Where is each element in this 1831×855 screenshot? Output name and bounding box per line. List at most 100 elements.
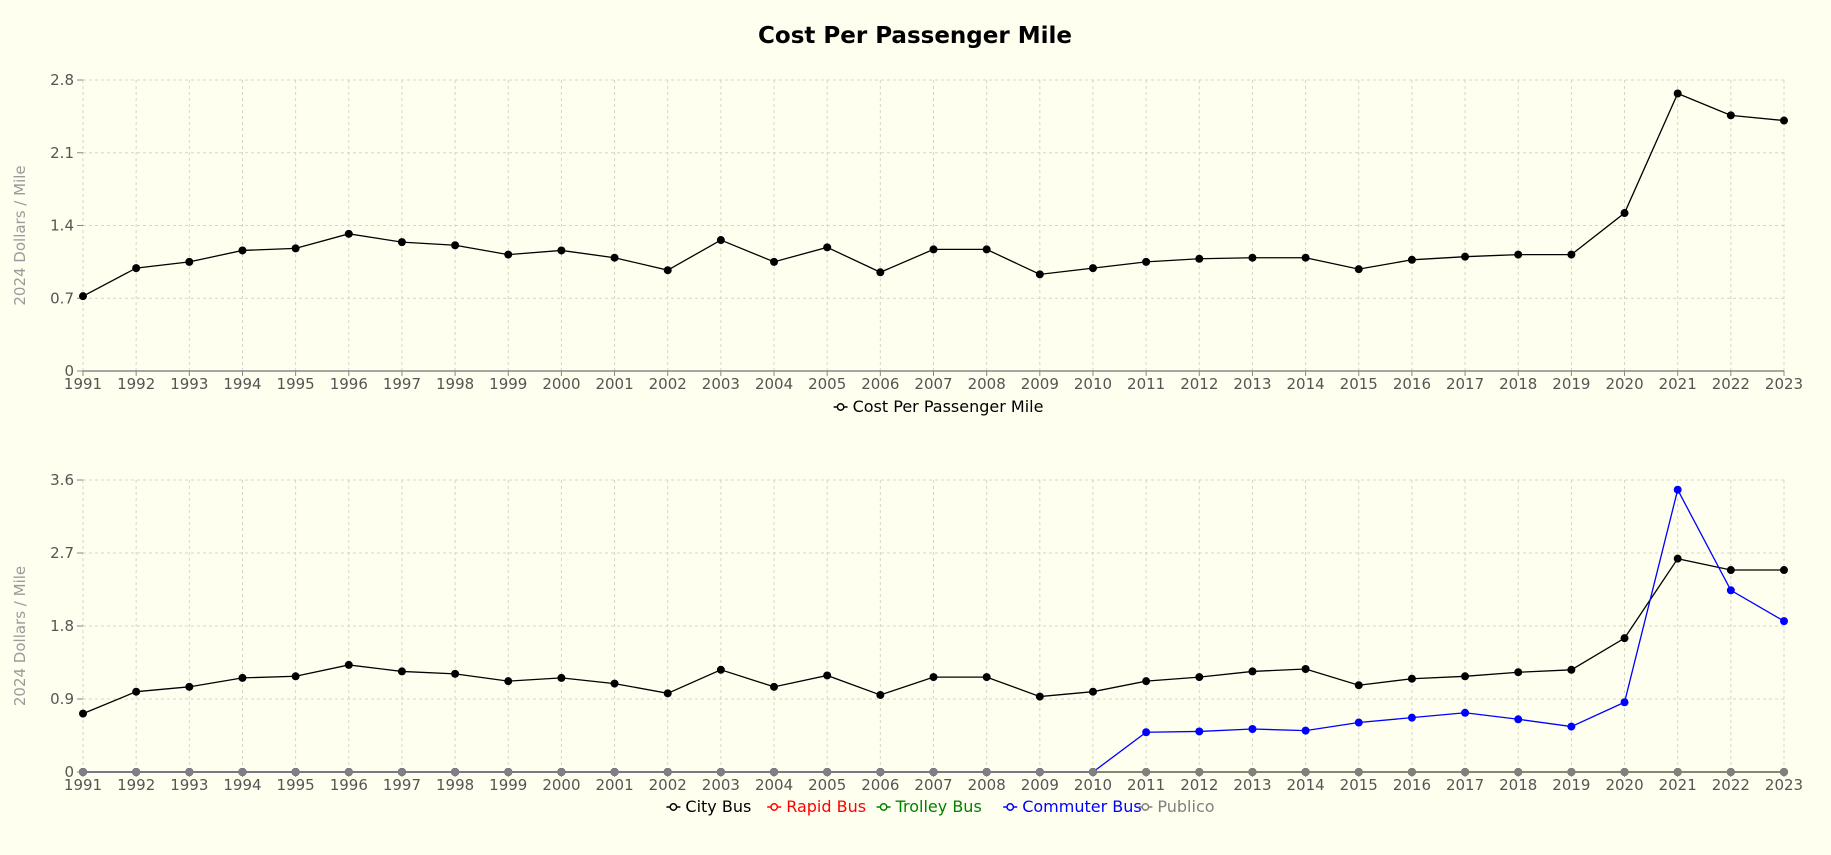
data-point [1620,698,1629,707]
data-point [770,768,779,776]
data-point [1407,713,1416,722]
x-tick-label: 2003 [702,375,740,393]
data-point [1035,270,1044,279]
data-point [1461,768,1470,776]
legend-label: Trolley Bus [895,797,982,816]
y-axis-label: 2024 Dollars / Mile [11,165,29,305]
x-tick-label: 1997 [383,776,421,794]
x-tick-label: 2014 [1287,776,1325,794]
x-tick-label: 2008 [968,776,1006,794]
data-point [451,768,460,776]
data-point [1780,617,1788,626]
x-tick-label: 2022 [1712,776,1750,794]
data-point [1567,665,1576,674]
x-tick-label: 2000 [542,776,580,794]
x-tick-label: 2001 [595,776,633,794]
x-tick-label: 1993 [170,776,208,794]
legend-label: Cost Per Passenger Mile [853,397,1044,416]
y-tick-label: 0.9 [50,690,74,708]
data-point [610,768,619,776]
data-point [982,245,991,254]
data-point [1035,768,1044,776]
data-point [1301,664,1310,673]
x-tick-label: 2010 [1074,375,1112,393]
data-point [876,690,885,699]
data-point [1673,768,1682,776]
data-point [1461,708,1470,717]
series-city-bus [79,554,1788,718]
x-tick-label: 2017 [1446,776,1484,794]
data-point [344,660,353,669]
data-point [770,682,779,691]
x-tick-label: 1991 [64,776,102,794]
data-point [1142,768,1151,776]
data-point [344,229,353,238]
x-tick-label: 1995 [277,375,315,393]
data-point [610,679,619,688]
data-point [929,245,938,254]
data-point [1673,89,1682,98]
x-tick-label: 2020 [1605,375,1643,393]
data-point [876,768,885,776]
data-point [1780,116,1788,125]
series-publico [79,768,1788,776]
x-tick-label: 2016 [1393,776,1431,794]
x-tick-label: 2001 [595,375,633,393]
data-point [1567,768,1576,776]
data-point [504,768,513,776]
data-point [557,673,566,682]
data-point [291,244,300,253]
data-point [1195,768,1204,776]
data-point [238,768,247,776]
x-tick-label: 1999 [489,776,527,794]
data-point [823,671,832,680]
legend-swatch-marker [669,803,678,811]
data-point [929,768,938,776]
data-point [1514,768,1523,776]
x-tick-label: 2006 [861,776,899,794]
data-point [1407,255,1416,264]
y-tick-label: 0 [64,763,74,781]
x-tick-label: 2015 [1340,776,1378,794]
data-point [344,768,353,776]
legend-swatch-marker [770,803,779,811]
x-tick-label: 1999 [489,375,527,393]
x-tick-label: 1998 [436,776,474,794]
data-point [716,665,725,674]
x-tick-label: 2010 [1074,776,1112,794]
data-point [876,268,885,277]
y-tick-label: 3.6 [50,471,74,489]
data-point [1195,727,1204,736]
data-point [1354,718,1363,727]
x-tick-label: 2019 [1552,776,1590,794]
x-tick-label: 2022 [1712,375,1750,393]
legend-swatch-marker [879,803,888,811]
data-point [291,768,300,776]
legend-label: City Bus [685,797,751,816]
data-point [451,669,460,678]
data-point [663,689,672,698]
data-point [982,673,991,682]
data-point [397,667,406,676]
x-tick-label: 2011 [1127,776,1165,794]
x-tick-label: 2019 [1552,375,1590,393]
data-point [504,677,513,686]
x-tick-label: 2004 [755,375,793,393]
x-tick-label: 2002 [649,776,687,794]
data-point [79,768,87,776]
x-tick-label: 2016 [1393,375,1431,393]
data-point [823,243,832,252]
x-tick-label: 2017 [1446,375,1484,393]
data-point [1780,566,1788,575]
data-point [982,768,991,776]
data-point [663,266,672,275]
data-point [79,709,87,718]
x-tick-label: 2023 [1765,776,1803,794]
x-tick-label: 2020 [1605,776,1643,794]
data-point [1354,681,1363,690]
x-tick-label: 1993 [170,375,208,393]
data-point [1088,768,1097,776]
legend-item: Publico [1138,797,1215,816]
legend: Cost Per Passenger Mile [833,397,1044,416]
data-point [1567,722,1576,731]
